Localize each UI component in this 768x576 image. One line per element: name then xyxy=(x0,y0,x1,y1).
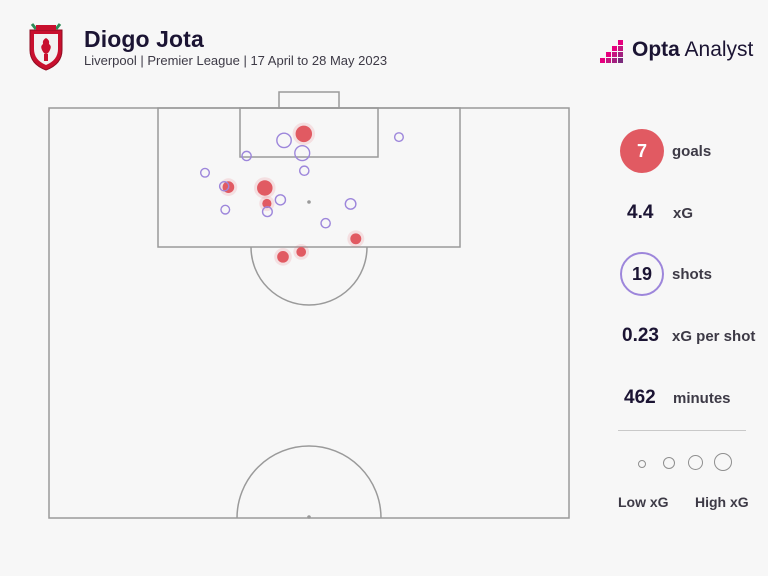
goal-marker xyxy=(277,251,289,263)
shots-label: shots xyxy=(672,266,713,283)
centre-spot xyxy=(307,515,311,519)
shots-badge: 19 xyxy=(620,252,664,296)
goal-marker xyxy=(295,125,313,143)
shot-marker xyxy=(393,132,404,143)
minutes-label: minutes xyxy=(673,390,731,407)
goal-marker xyxy=(257,180,273,196)
legend-low-label: Low xG xyxy=(618,494,669,510)
opta-logo-icon xyxy=(600,40,623,63)
goals-label: goals xyxy=(672,143,712,160)
shot-marker xyxy=(344,197,357,210)
centre-circle xyxy=(236,445,382,519)
legend-high-label: High xG xyxy=(695,494,749,510)
shot-marker xyxy=(294,144,311,162)
goal-marker xyxy=(350,233,362,245)
shot-marker xyxy=(241,150,252,162)
shot-marker xyxy=(274,194,287,206)
goal-marker xyxy=(296,247,307,257)
shot-marker xyxy=(299,165,310,177)
shot-marker xyxy=(261,206,273,218)
goal-marker xyxy=(262,198,272,209)
chart-title: Diogo Jota xyxy=(84,26,204,52)
shot-marker xyxy=(220,204,231,215)
brand-name-bold: Opta xyxy=(632,38,680,61)
goal-frame xyxy=(278,91,340,109)
shot-marker xyxy=(218,181,230,192)
shot-marker xyxy=(199,167,211,178)
legend-dot-low xyxy=(638,460,646,468)
brand-wordmark: Opta Analyst xyxy=(632,38,753,62)
penalty-arc xyxy=(250,246,368,306)
xg-label: xG xyxy=(673,205,694,222)
shot-marker xyxy=(320,217,331,229)
opta-analyst-logo: Opta Analyst xyxy=(598,36,758,70)
liverpool-crest-icon xyxy=(29,23,63,71)
minutes-value: 462 xyxy=(624,387,656,408)
legend-dot-mid-low xyxy=(663,457,675,469)
penalty-spot xyxy=(307,200,311,204)
brand-name-rest: Analyst xyxy=(679,38,754,61)
shot-marker xyxy=(276,132,292,149)
xg-value: 4.4 xyxy=(627,202,654,223)
shots-layer xyxy=(199,122,404,266)
legend-dot-mid-high xyxy=(688,455,703,470)
chart-subtitle: Liverpool | Premier League | 17 April to… xyxy=(84,53,388,68)
goals-badge: 7 xyxy=(620,129,664,173)
legend-divider xyxy=(618,430,746,431)
xg-per-shot-value: 0.23 xyxy=(622,325,659,346)
xg-per-shot-label: xG per shot xyxy=(672,328,756,345)
legend-dot-high xyxy=(714,453,732,471)
